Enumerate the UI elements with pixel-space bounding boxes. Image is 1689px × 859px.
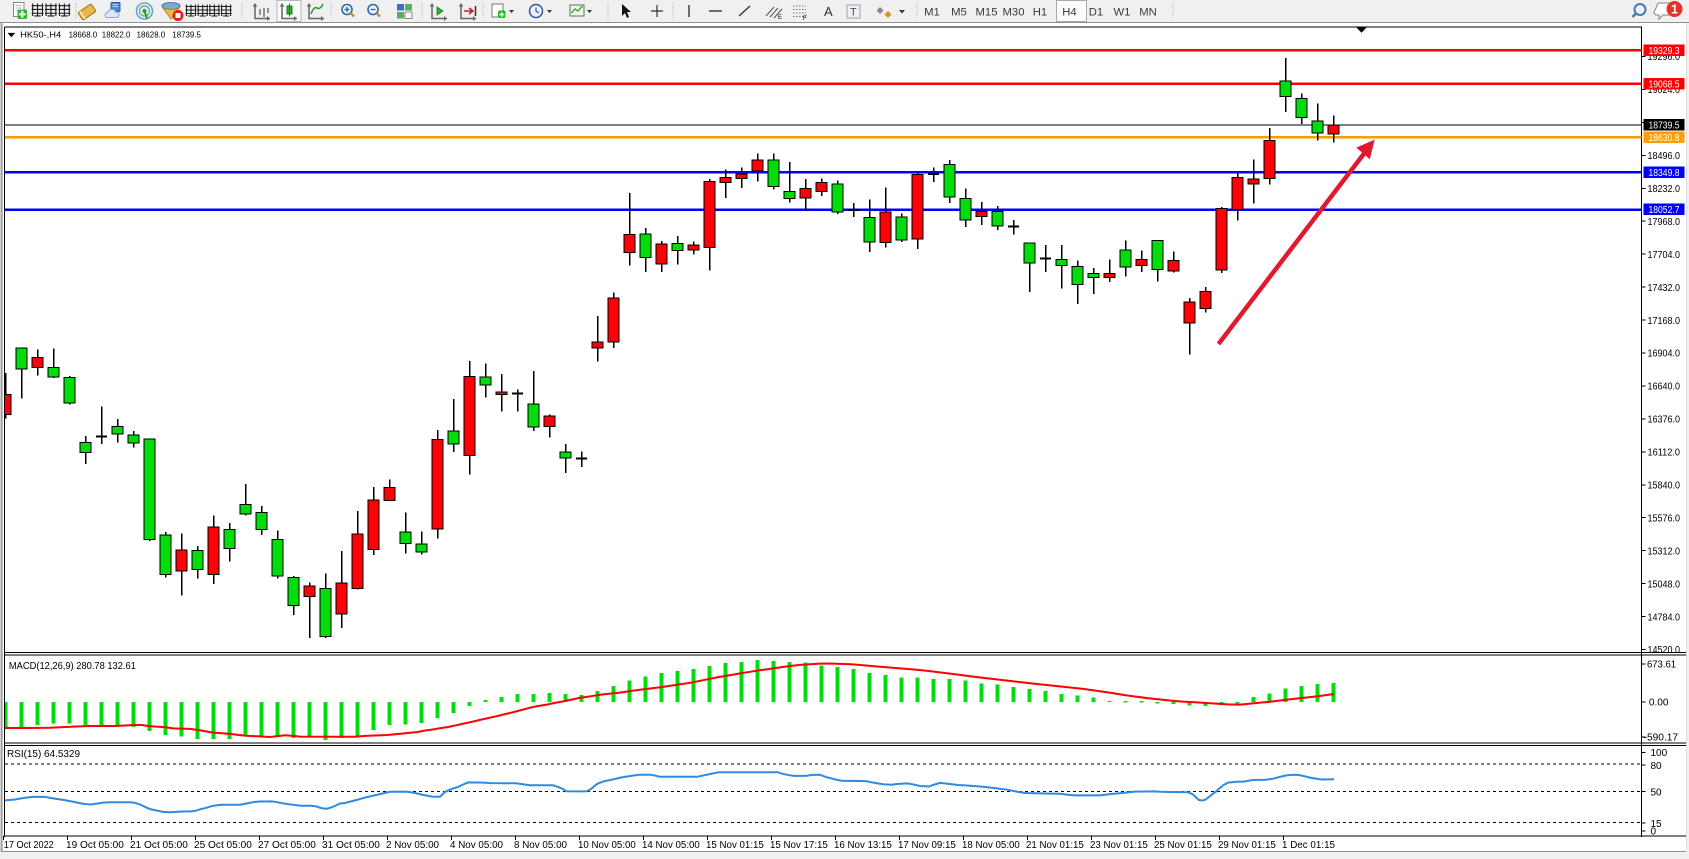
svg-text:27 Oct 05:00: 27 Oct 05:00 xyxy=(258,840,316,851)
svg-text:0.00: 0.00 xyxy=(1649,698,1669,709)
svg-text:19296.0: 19296.0 xyxy=(1648,52,1681,63)
svg-text:25 Nov 01:15: 25 Nov 01:15 xyxy=(1154,840,1212,851)
svg-text:0: 0 xyxy=(1651,827,1657,838)
svg-text:8 Nov 05:00: 8 Nov 05:00 xyxy=(514,840,568,851)
svg-text:MN: MN xyxy=(1139,7,1157,19)
svg-text:18628.0: 18628.0 xyxy=(137,29,166,39)
svg-text:19068.5: 19068.5 xyxy=(1649,79,1680,90)
svg-text:50: 50 xyxy=(1651,787,1663,798)
svg-text:17 Oct 2022: 17 Oct 2022 xyxy=(4,840,54,851)
svg-text:16112.0: 16112.0 xyxy=(1648,448,1681,459)
svg-text:M30: M30 xyxy=(1003,7,1025,19)
svg-text:HK50-,H4: HK50-,H4 xyxy=(20,29,61,39)
svg-text:14 Nov 05:00: 14 Nov 05:00 xyxy=(642,840,700,851)
svg-text:673.61: 673.61 xyxy=(1647,660,1676,671)
svg-text:18630.8: 18630.8 xyxy=(1649,133,1680,144)
svg-text:17432.0: 17432.0 xyxy=(1648,283,1681,294)
svg-text:31 Oct 05:00: 31 Oct 05:00 xyxy=(322,840,380,851)
svg-text:15312.0: 15312.0 xyxy=(1648,546,1681,557)
svg-text:21 Nov 01:15: 21 Nov 01:15 xyxy=(1026,840,1084,851)
svg-text:18496.0: 18496.0 xyxy=(1648,151,1681,162)
svg-text:-590.17: -590.17 xyxy=(1644,733,1679,744)
svg-text:H1: H1 xyxy=(1033,7,1047,19)
svg-text:H4: H4 xyxy=(1062,7,1076,19)
svg-text:19024.0: 19024.0 xyxy=(1648,85,1681,96)
svg-text:16640.0: 16640.0 xyxy=(1648,382,1681,393)
svg-text:T: T xyxy=(850,7,857,19)
svg-text:1: 1 xyxy=(1671,3,1678,17)
svg-text:18 Nov 05:00: 18 Nov 05:00 xyxy=(962,840,1020,851)
svg-text:17 Nov 09:15: 17 Nov 09:15 xyxy=(898,840,956,851)
svg-text:18739.5: 18739.5 xyxy=(1649,121,1680,132)
svg-text:18822.0: 18822.0 xyxy=(102,29,131,39)
svg-text:15048.0: 15048.0 xyxy=(1648,579,1681,590)
svg-text:M15: M15 xyxy=(976,7,998,19)
svg-text:80: 80 xyxy=(1651,761,1663,772)
svg-text:F: F xyxy=(803,16,807,22)
svg-text:D1: D1 xyxy=(1089,7,1103,19)
svg-text:29 Nov 01:15: 29 Nov 01:15 xyxy=(1218,840,1276,851)
svg-text:16376.0: 16376.0 xyxy=(1648,415,1681,426)
svg-text:19 Oct 05:00: 19 Oct 05:00 xyxy=(66,840,124,851)
svg-text:100: 100 xyxy=(1651,748,1668,759)
svg-text:1 Dec 01:15: 1 Dec 01:15 xyxy=(1282,840,1336,851)
svg-text:10 Nov 05:00: 10 Nov 05:00 xyxy=(578,840,636,851)
svg-text:18232.0: 18232.0 xyxy=(1648,184,1681,195)
svg-text:M5: M5 xyxy=(951,7,967,19)
svg-text:17168.0: 17168.0 xyxy=(1648,316,1681,327)
svg-text:15840.0: 15840.0 xyxy=(1648,481,1681,492)
svg-text:E: E xyxy=(778,15,782,21)
svg-text:RSI(15) 64.5329: RSI(15) 64.5329 xyxy=(7,749,80,760)
svg-text:19329.3: 19329.3 xyxy=(1649,46,1680,57)
svg-text:18739.5: 18739.5 xyxy=(172,29,201,39)
svg-text:W1: W1 xyxy=(1114,7,1131,19)
svg-text:15 Nov 01:15: 15 Nov 01:15 xyxy=(706,840,764,851)
svg-text:14520.0: 14520.0 xyxy=(1648,645,1681,656)
svg-text:21 Oct 05:00: 21 Oct 05:00 xyxy=(130,840,188,851)
svg-text:17704.0: 17704.0 xyxy=(1648,250,1681,261)
svg-text:M1: M1 xyxy=(924,7,940,19)
svg-text:25 Oct 05:00: 25 Oct 05:00 xyxy=(194,840,252,851)
svg-text:2 Nov 05:00: 2 Nov 05:00 xyxy=(386,840,440,851)
svg-text:A: A xyxy=(824,4,833,19)
svg-text:15576.0: 15576.0 xyxy=(1648,513,1681,524)
svg-text:23 Nov 01:15: 23 Nov 01:15 xyxy=(1090,840,1148,851)
svg-text:15 Nov 17:15: 15 Nov 17:15 xyxy=(770,840,828,851)
svg-text:18349.8: 18349.8 xyxy=(1649,168,1680,179)
svg-text:18052.7: 18052.7 xyxy=(1649,205,1680,216)
svg-text:16904.0: 16904.0 xyxy=(1648,349,1681,360)
svg-text:15: 15 xyxy=(1651,819,1663,830)
svg-text:4 Nov 05:00: 4 Nov 05:00 xyxy=(450,840,504,851)
svg-text:17968.0: 17968.0 xyxy=(1648,217,1681,228)
svg-text:18668.0: 18668.0 xyxy=(69,29,98,39)
svg-text:16 Nov 13:15: 16 Nov 13:15 xyxy=(834,840,892,851)
svg-text:14784.0: 14784.0 xyxy=(1648,612,1681,623)
svg-text:MACD(12,26,9) 280.78 132.61: MACD(12,26,9) 280.78 132.61 xyxy=(9,661,136,672)
